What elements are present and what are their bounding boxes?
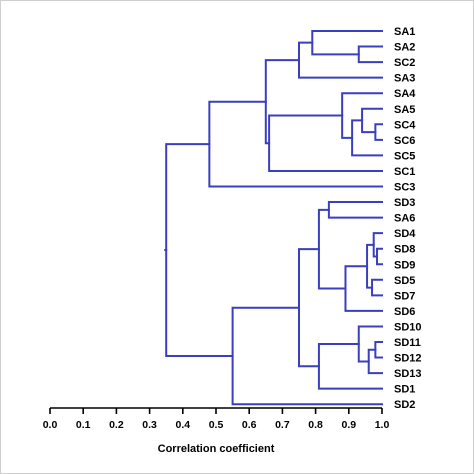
dendrogram-branch <box>208 100 383 188</box>
leaf-label-sa2: SA2 <box>394 42 415 54</box>
x-tick-label: 0.2 <box>109 419 124 431</box>
leaf-label-sc3: SC3 <box>394 182 415 194</box>
leaf-label-sc4: SC4 <box>394 119 416 131</box>
leaf-label-sd4: SD4 <box>394 228 416 240</box>
x-tick-label: 0.8 <box>308 419 323 431</box>
leaf-label-sd3: SD3 <box>394 197 415 209</box>
leaf-label-sa5: SA5 <box>394 104 415 116</box>
leaf-label-sc6: SC6 <box>394 135 415 147</box>
leaf-label-sa6: SA6 <box>394 213 415 225</box>
dendrogram-branch <box>311 30 383 56</box>
dendrogram-branch <box>327 201 383 219</box>
x-tick-label: 0.1 <box>76 419 91 431</box>
x-tick-label: 0.3 <box>142 419 157 431</box>
dendrogram-branch <box>268 114 383 172</box>
branch-group <box>164 30 383 406</box>
leaf-label-sc5: SC5 <box>394 150 415 162</box>
dendrogram-branch <box>165 143 234 357</box>
dendrogram-branch <box>361 107 383 134</box>
leaf-label-sd2: SD2 <box>394 399 415 411</box>
dendrogram-branch <box>371 278 383 297</box>
x-tick-label: 0.4 <box>175 419 190 431</box>
x-tick-label: 0.0 <box>43 419 58 431</box>
dendrogram-branch <box>298 248 320 368</box>
leaf-label-sc2: SC2 <box>394 57 415 69</box>
leaf-label-sa4: SA4 <box>394 88 416 100</box>
dendrogram-branch <box>357 325 383 363</box>
dendrogram-branch <box>264 59 300 145</box>
leaf-label-sd13: SD13 <box>394 368 422 380</box>
leaf-label-sd6: SD6 <box>394 306 415 318</box>
leaf-label-sd1: SD1 <box>394 384 415 396</box>
leaf-label-group: SA1 SA2 SC2 SA3 SA4 SA5 SC4 SC6 SC5 SC1 SC3 SD3 SA6 S… <box>394 26 422 411</box>
leaf-label-sd9: SD9 <box>394 259 415 271</box>
x-tick-label: 0.6 <box>242 419 257 431</box>
x-axis: 0.0 0.1 0.2 0.3 0.4 0.5 0.6 0.7 0.8 0.9 1.0 <box>43 407 390 431</box>
dendrogram-branch <box>317 208 347 290</box>
leaf-label-sd11: SD11 <box>394 337 421 349</box>
dendrogram-branch <box>351 119 383 157</box>
x-axis-label: Correlation coefficient <box>158 443 275 455</box>
leaf-label-sd7: SD7 <box>394 290 415 302</box>
x-tick-label: 1.0 <box>375 419 390 431</box>
x-tick-label: 0.5 <box>209 419 224 431</box>
leaf-label-sa3: SA3 <box>394 73 415 85</box>
dendrogram-branch <box>344 265 383 312</box>
dendrogram-branch <box>357 45 383 64</box>
x-tick-label: 0.7 <box>275 419 290 431</box>
leaf-label-sd8: SD8 <box>394 244 415 256</box>
leaf-label-sd10: SD10 <box>394 321 422 333</box>
leaf-label-sc1: SC1 <box>394 166 415 178</box>
leaf-label-sd12: SD12 <box>394 353 422 365</box>
leaf-label-sd5: SD5 <box>394 275 415 287</box>
x-tick-label: 0.9 <box>341 419 356 431</box>
leaf-label-sa1: SA1 <box>394 26 415 38</box>
